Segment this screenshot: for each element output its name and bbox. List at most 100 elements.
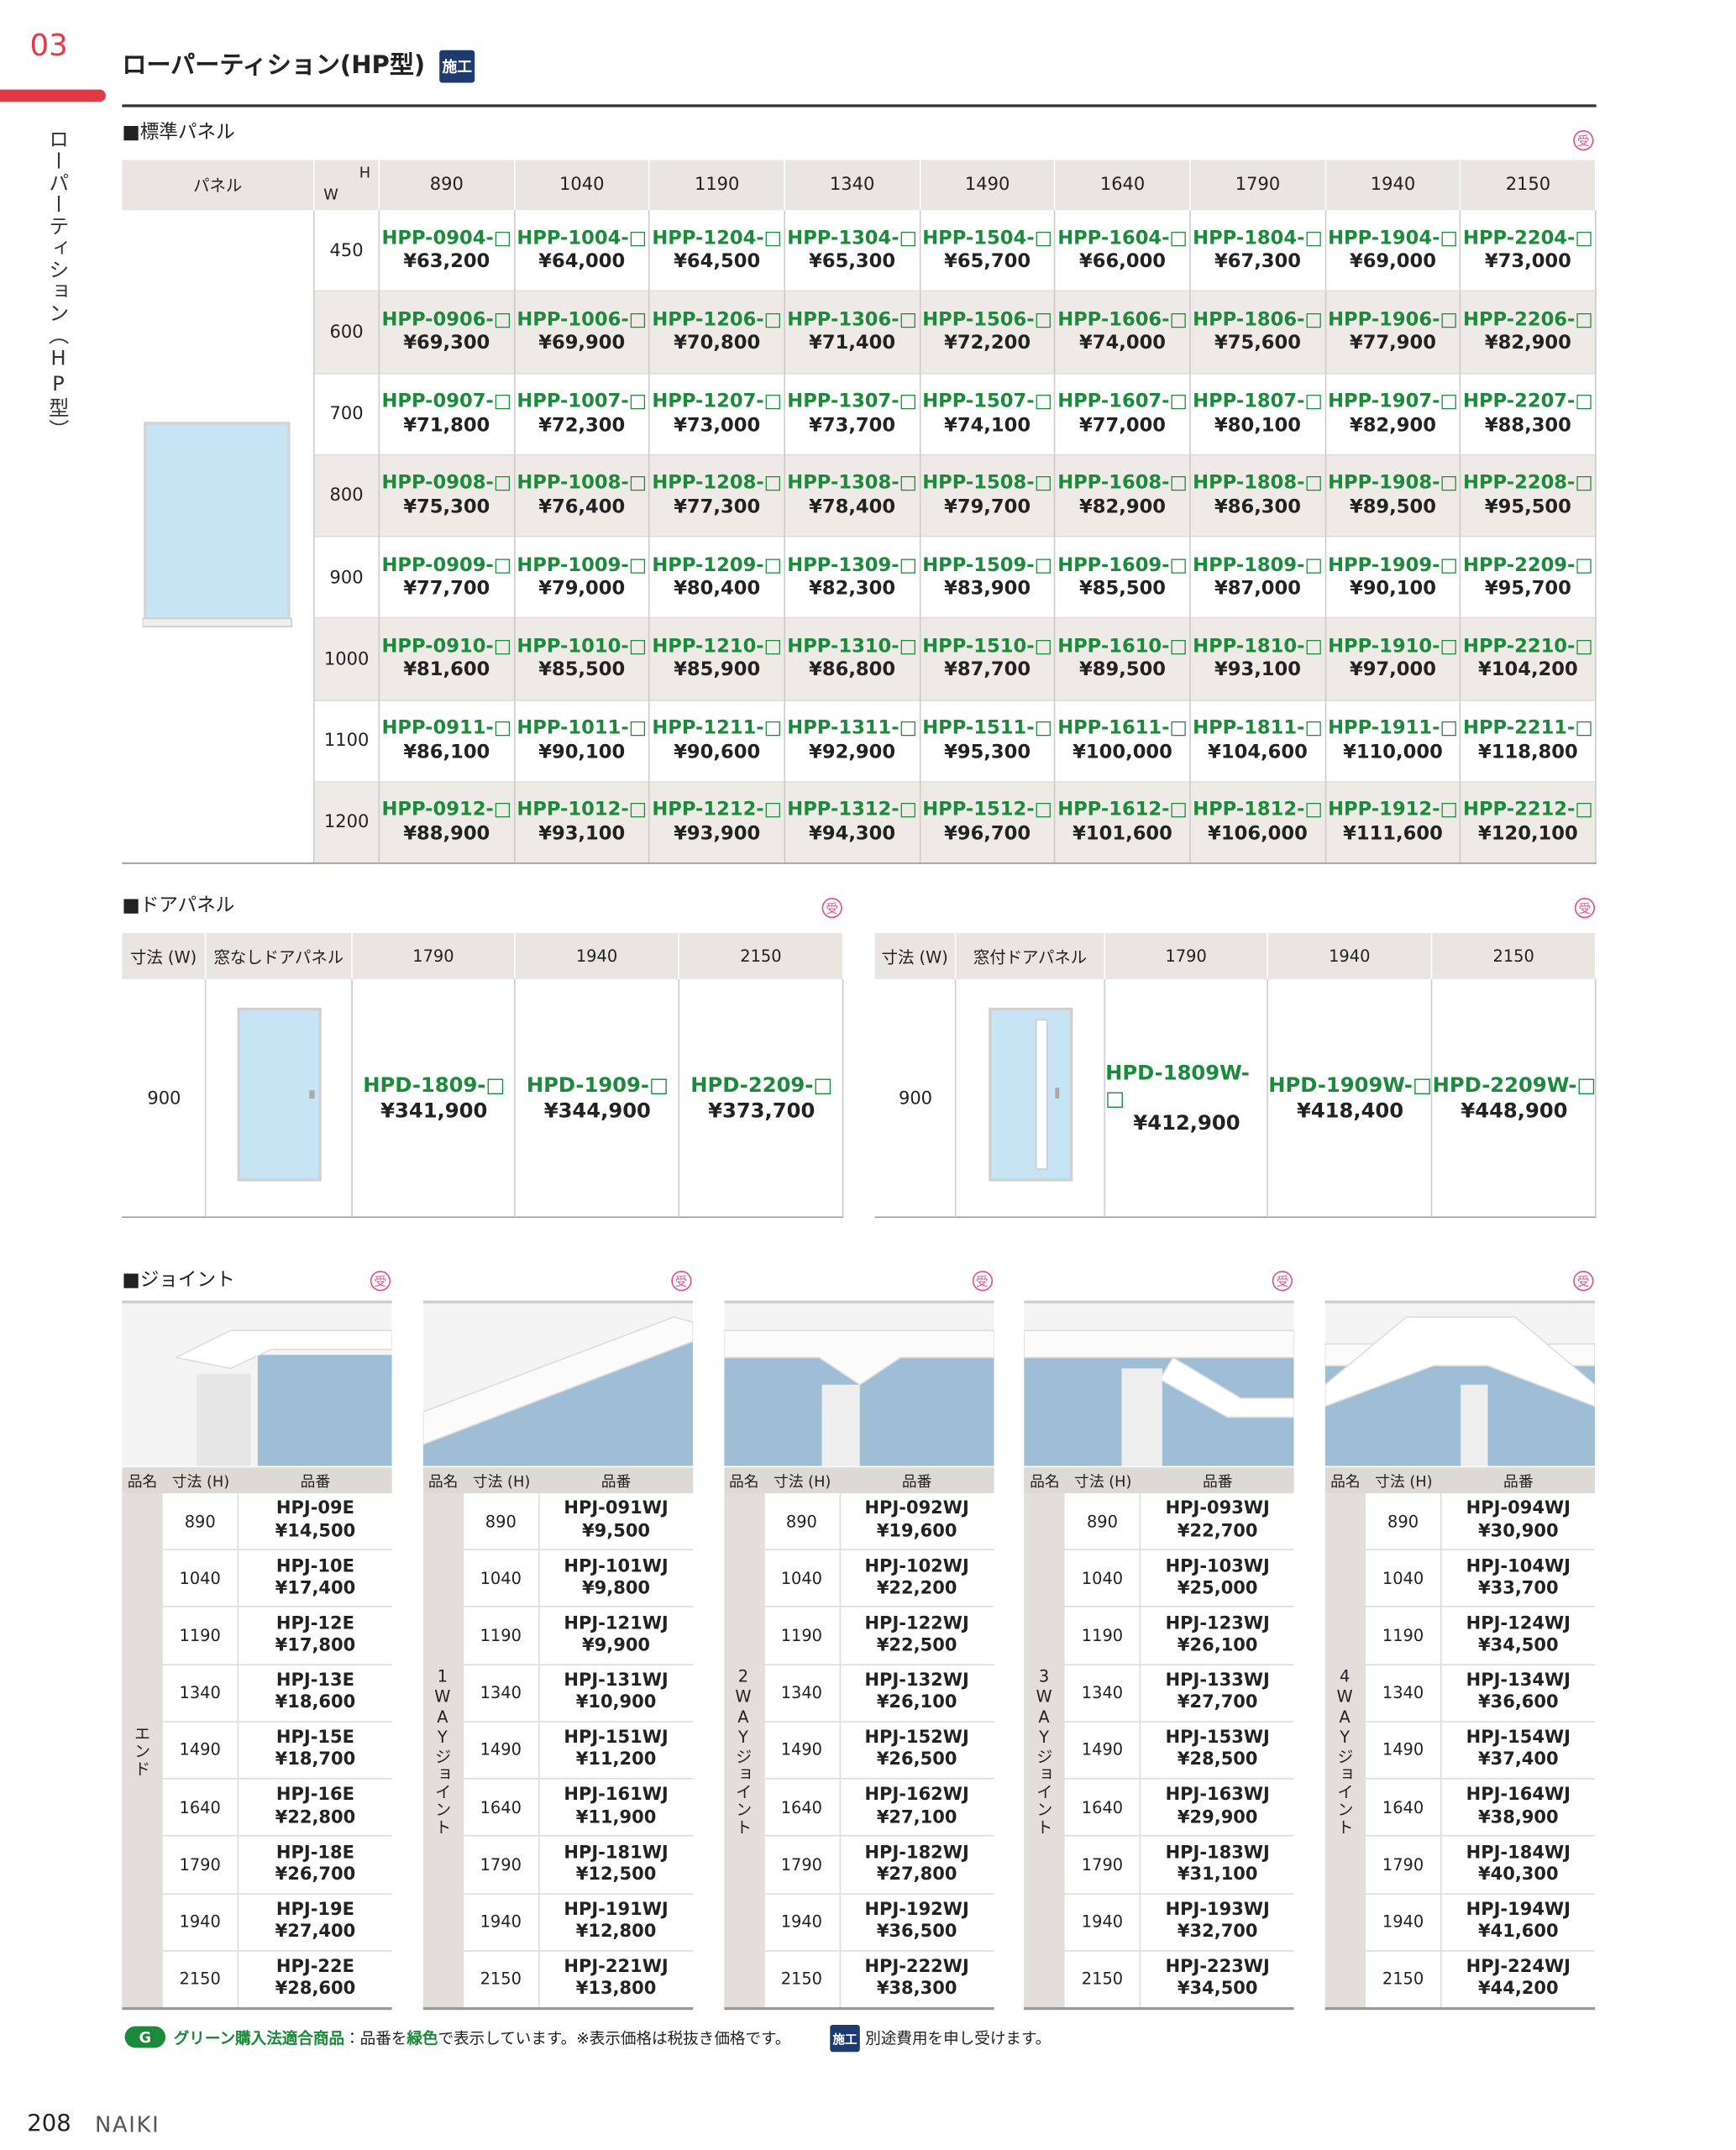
price: ¥86,800 — [809, 659, 896, 682]
price: ¥75,300 — [403, 496, 490, 518]
column-header: 品番 — [901, 1471, 932, 1490]
code-cell: HPJ-163WJ ¥29,900 — [1141, 1780, 1294, 1838]
product-code: HPP-1908-□ — [1328, 472, 1458, 495]
door-price-cell: HPD-2209W-□ ¥448,900 — [1432, 979, 1597, 1218]
product-code: HPJ-183WJ — [1165, 1843, 1270, 1864]
height-cell: 1790 — [463, 1837, 540, 1895]
price-cell: HPP-1606-□ ¥74,000 — [1056, 291, 1191, 374]
height-cell: 1790 — [763, 1837, 841, 1895]
name-cell — [122, 1492, 163, 2009]
door-image — [237, 1007, 322, 1182]
column-header: 品名 — [127, 1471, 158, 1490]
width-header: 1340 — [785, 160, 920, 211]
price: ¥28,500 — [1177, 1749, 1258, 1771]
column-header: 寸法 (H) — [1074, 1471, 1132, 1490]
price-cell: HPP-1011-□ ¥90,100 — [515, 700, 651, 783]
price: ¥27,700 — [1177, 1692, 1258, 1713]
price-cell: HPP-1512-□ ¥96,700 — [920, 782, 1056, 864]
price-cell: HPP-1508-□ ¥79,700 — [920, 455, 1056, 538]
product-code: HPP-1206-□ — [652, 308, 783, 331]
product-code: HPP-1204-□ — [652, 227, 783, 249]
height-cell: 1940 — [1065, 1894, 1141, 1952]
code-cell: HPJ-161WJ ¥11,900 — [539, 1780, 693, 1838]
product-code: HPP-1010-□ — [517, 636, 648, 658]
row-bg — [314, 700, 1597, 783]
price: ¥85,500 — [538, 659, 626, 682]
price-cell: HPP-1006-□ ¥69,900 — [515, 291, 651, 374]
price: ¥38,300 — [876, 1979, 957, 2000]
code-cell: HPJ-164WJ ¥38,900 — [1441, 1780, 1596, 1838]
image-top-rule — [1324, 1300, 1596, 1303]
product-code: HPJ-103WJ — [1165, 1556, 1270, 1577]
height-cell: 1490 — [1065, 1722, 1141, 1780]
code-cell: HPJ-153WJ ¥28,500 — [1141, 1723, 1294, 1780]
row-bg — [314, 373, 1597, 456]
code-cell: HPJ-193WJ ¥32,700 — [1141, 1894, 1294, 1952]
price: ¥86,300 — [1214, 496, 1301, 518]
product-code: HPJ-093WJ — [1165, 1498, 1270, 1520]
height-cell: 1490 — [1366, 1722, 1442, 1780]
price: ¥95,500 — [1484, 496, 1571, 518]
height-cell: 1490 — [162, 1722, 239, 1780]
price: ¥36,600 — [1477, 1692, 1559, 1713]
row-bg — [314, 782, 1597, 864]
price-cell: HPP-0906-□ ¥69,300 — [380, 291, 516, 374]
product-code: HPP-2208-□ — [1463, 472, 1593, 495]
product-code: HPP-1208-□ — [652, 472, 783, 495]
height-cell: 1940 — [463, 1894, 540, 1952]
price: ¥412,900 — [1133, 1111, 1240, 1136]
order-mark: 受 — [1272, 1271, 1293, 1292]
product-code: HPJ-163WJ — [1165, 1785, 1270, 1807]
column-header: 窓付ドアパネル — [956, 933, 1106, 979]
product-code: HPP-1912-□ — [1328, 799, 1458, 821]
price-cell: HPP-1212-□ ¥93,900 — [650, 782, 785, 864]
product-code: HPJ-133WJ — [1165, 1670, 1270, 1691]
price-cell: HPP-2208-□ ¥95,500 — [1461, 455, 1597, 538]
price-cell: HPP-0908-□ ¥75,300 — [380, 455, 516, 538]
column-header: 寸法 (H) — [773, 1471, 831, 1490]
height-cell: 1040 — [763, 1550, 841, 1608]
product-code: HPP-1812-□ — [1193, 799, 1323, 821]
product-code: HPP-1210-□ — [652, 636, 783, 658]
door-price-cell: HPD-1809-□ ¥341,900 — [353, 979, 516, 1218]
price-cell: HPP-1307-□ ¥73,700 — [785, 373, 920, 456]
price-cell: HPP-1507-□ ¥74,100 — [920, 373, 1056, 456]
product-code: HPP-1507-□ — [922, 391, 1052, 413]
price: ¥41,600 — [1477, 1922, 1559, 1943]
product-code: HPP-1004-□ — [517, 227, 648, 249]
price: ¥106,000 — [1208, 823, 1308, 845]
body-cell — [679, 978, 844, 1219]
product-code: HPP-2211-□ — [1463, 717, 1593, 740]
product-code: HPJ-164WJ — [1466, 1785, 1571, 1807]
price: ¥92,900 — [809, 741, 896, 763]
price: ¥80,400 — [674, 578, 761, 600]
price: ¥27,800 — [876, 1864, 957, 1885]
door-price-cell: HPD-1809W-□ ¥412,900 — [1105, 979, 1268, 1218]
price: ¥31,100 — [1177, 1864, 1258, 1885]
price: ¥97,000 — [1349, 659, 1436, 682]
code-cell: HPJ-15E ¥18,700 — [239, 1723, 392, 1780]
corner-w: W — [323, 185, 338, 203]
price: ¥118,800 — [1478, 741, 1578, 763]
price-cell: HPP-0910-□ ¥81,600 — [380, 618, 516, 701]
price: ¥26,500 — [876, 1749, 957, 1771]
product-code: HPP-1811-□ — [1193, 717, 1323, 740]
code-cell: HPJ-182WJ ¥27,800 — [840, 1837, 994, 1895]
price: ¥9,500 — [582, 1521, 651, 1542]
product-code: HPP-1309-□ — [787, 553, 918, 576]
price: ¥100,000 — [1073, 741, 1172, 763]
height-cell: 1640 — [463, 1779, 540, 1838]
price-cell: HPP-1811-□ ¥104,600 — [1191, 700, 1326, 783]
height-cell: 1940 — [763, 1894, 841, 1952]
product-code: HPJ-182WJ — [864, 1843, 969, 1864]
price-cell: HPP-1812-□ ¥106,000 — [1191, 782, 1326, 864]
price: ¥66,000 — [1079, 250, 1167, 273]
price: ¥85,500 — [1079, 578, 1167, 600]
product-code: HPJ-10E — [275, 1556, 354, 1577]
product-code: HPP-0910-□ — [381, 636, 512, 658]
price-cell: HPP-1611-□ ¥100,000 — [1056, 700, 1191, 783]
corner-cell — [315, 160, 380, 211]
height-cell: 1790 — [1065, 1837, 1141, 1895]
body-cell — [122, 978, 207, 1219]
